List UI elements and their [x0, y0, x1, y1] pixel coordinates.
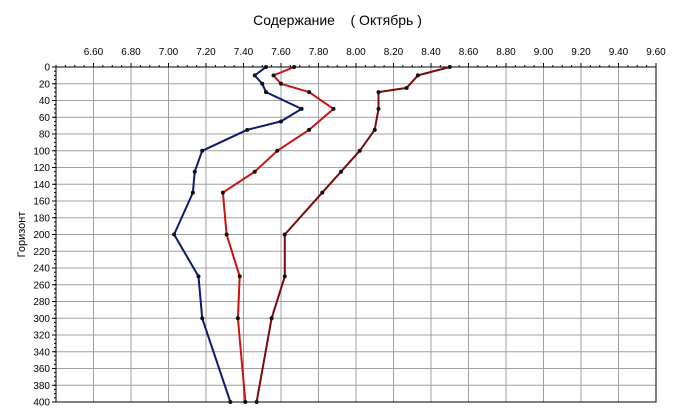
series-1-point	[190, 190, 195, 195]
x-tick-label: 6.80	[121, 47, 141, 58]
series-2-point	[220, 190, 225, 195]
series-1-point	[200, 148, 205, 153]
series-2-point	[307, 90, 312, 95]
y-tick-label: 220	[33, 247, 50, 258]
x-tick-label: 7.00	[159, 47, 179, 58]
series-3-point	[282, 274, 287, 279]
series-2-point	[331, 106, 336, 111]
chart-title: Содержание ( Октябрь )	[253, 12, 422, 28]
axes	[52, 63, 657, 403]
series-2-point	[243, 400, 248, 404]
x-tick-label: 6.60	[84, 47, 104, 58]
y-tick-label: 140	[33, 180, 50, 191]
x-tick-label: 9.60	[646, 47, 666, 58]
x-tick-label: 7.60	[271, 47, 291, 58]
series-2-point	[224, 232, 229, 237]
y-tick-label: 0	[44, 63, 50, 74]
series-3-point	[415, 73, 420, 78]
x-tick-label: 9.40	[609, 47, 629, 58]
plot-border	[55, 66, 657, 403]
series-1-point	[264, 65, 268, 69]
y-axis-label: Горизонт	[16, 212, 28, 258]
series-3-point	[339, 169, 343, 174]
y-tick-label: 100	[33, 146, 50, 157]
series-1-point	[228, 400, 233, 404]
x-tick-label: 8.40	[421, 47, 441, 58]
series-3-point	[269, 316, 274, 321]
y-tick-label: 380	[33, 381, 50, 392]
y-tick-label: 360	[33, 364, 50, 375]
x-tick-label: 8.60	[459, 47, 479, 58]
y-tick-label: 180	[33, 213, 50, 224]
series-2-point	[307, 127, 312, 132]
series-1-point	[200, 316, 205, 321]
series-3-point	[447, 65, 452, 69]
series-3-point	[376, 106, 381, 111]
x-tick-label: 7.80	[309, 47, 329, 58]
series-2-point	[252, 169, 257, 174]
y-tick-label: 200	[33, 230, 50, 241]
y-tick-label: 120	[33, 163, 50, 174]
y-tick-label: 40	[39, 96, 51, 107]
y-tick-label: 240	[33, 264, 50, 275]
y-tick-label: 20	[39, 79, 51, 90]
series-2-point	[279, 81, 283, 86]
y-tick-label: 260	[33, 280, 50, 291]
y-tick-label: 320	[33, 331, 50, 342]
series-1-point	[252, 73, 257, 78]
axis-labels: 6.60 6.80 7.00 7.20 7.40 7.60 7.80 8.00 8.20 8.40…	[16, 47, 666, 409]
series-3-point	[376, 90, 381, 95]
series-1-point	[245, 127, 250, 132]
y-tick-label: 400	[33, 398, 50, 409]
series-1-point	[264, 90, 268, 95]
x-tick-label: 8.20	[384, 47, 404, 58]
x-tick-label: 8.00	[346, 47, 366, 58]
series-3-point	[404, 85, 409, 90]
series-1-point	[279, 119, 283, 124]
x-tick-label: 8.80	[496, 47, 516, 58]
x-tick-label: 9.20	[571, 47, 591, 58]
y-tick-label: 60	[39, 113, 51, 124]
series-3-point	[357, 148, 362, 153]
grid	[56, 66, 657, 403]
series-2-point	[275, 148, 280, 153]
series-2-point	[235, 316, 240, 321]
series-3-point	[254, 400, 259, 404]
series-1-point	[196, 274, 201, 279]
series-3-point	[320, 190, 325, 195]
series-1-point	[172, 232, 177, 237]
x-tick-label: 7.20	[196, 47, 216, 58]
y-tick-label: 80	[39, 130, 51, 141]
y-tick-label: 340	[33, 347, 50, 358]
series-3-point	[282, 232, 287, 237]
y-tick-label: 280	[33, 297, 50, 308]
series-2-point	[237, 274, 242, 279]
series-1-point	[260, 81, 265, 86]
series-2-point	[292, 65, 297, 69]
series-1-point	[299, 106, 304, 111]
y-tick-label: 160	[33, 197, 50, 208]
x-tick-label: 7.40	[234, 47, 254, 58]
x-tick-label: 9.00	[534, 47, 554, 58]
series-3-point	[372, 127, 377, 132]
series-layer	[172, 65, 452, 404]
series-1-point	[192, 169, 197, 174]
series-2-point	[271, 73, 276, 78]
y-tick-label: 300	[33, 314, 50, 325]
